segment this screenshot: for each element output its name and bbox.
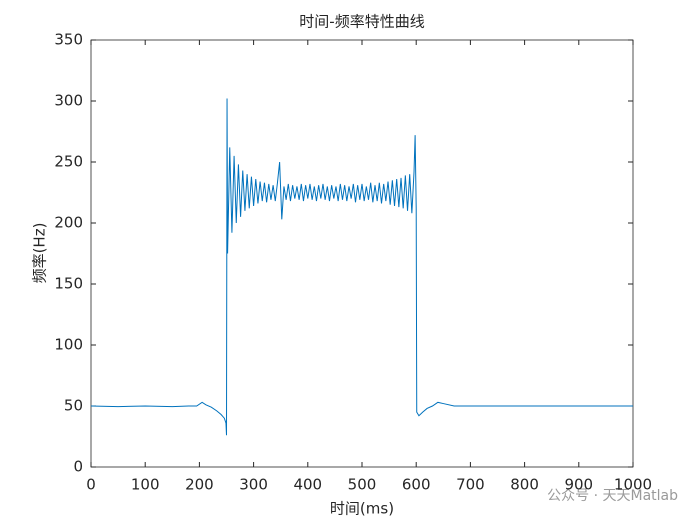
y-tick-label: 100 — [54, 336, 83, 354]
watermark: 公众号 · 天天Matlab — [547, 488, 678, 504]
x-tick-label: 0 — [86, 476, 96, 494]
x-tick-label: 700 — [456, 476, 485, 494]
y-tick-label: 350 — [54, 31, 83, 49]
chart-title: 时间-频率特性曲线 — [299, 13, 424, 31]
x-tick-label: 800 — [510, 476, 539, 494]
x-tick-label: 500 — [348, 476, 377, 494]
x-tick-label: 300 — [239, 476, 268, 494]
x-tick-label: 600 — [402, 476, 431, 494]
x-tick-label: 400 — [293, 476, 322, 494]
x-tick-label: 1000 — [614, 476, 652, 494]
x-tick-label: 100 — [131, 476, 160, 494]
data-line — [90, 98, 633, 436]
x-tick-label: 200 — [185, 476, 214, 494]
y-tick-label: 0 — [73, 458, 83, 476]
x-axis-label: 时间(ms) — [330, 500, 394, 518]
plot-area — [90, 39, 634, 468]
y-tick-label: 150 — [54, 275, 83, 293]
y-axis-label: 频率(Hz) — [31, 223, 49, 284]
x-tick-label: 900 — [564, 476, 593, 494]
y-tick-label: 300 — [54, 92, 83, 110]
y-tick-label: 250 — [54, 153, 83, 171]
y-tick-label: 200 — [54, 214, 83, 232]
y-tick-label: 50 — [64, 397, 83, 415]
